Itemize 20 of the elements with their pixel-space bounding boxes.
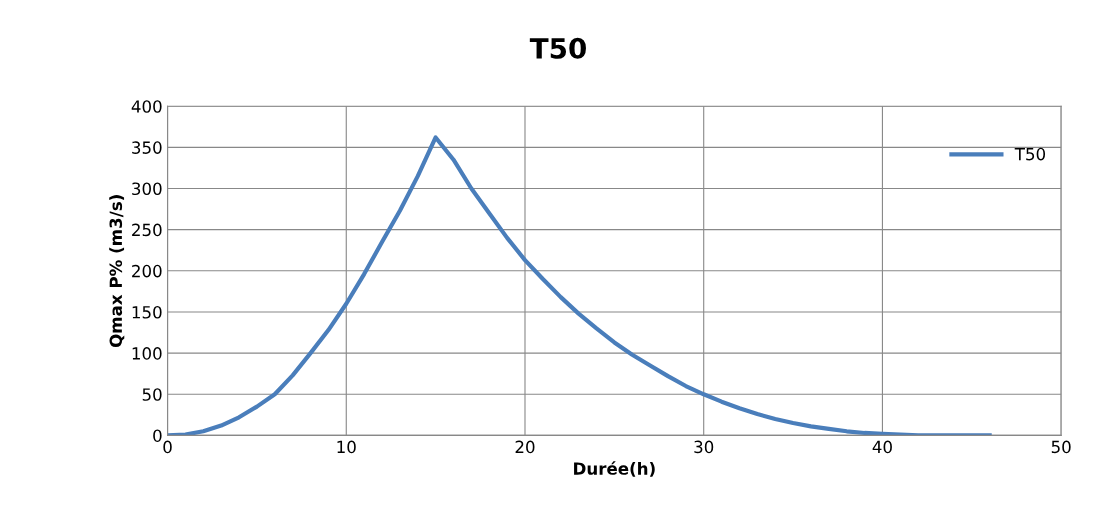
y-tick-label: 300 <box>132 182 162 196</box>
chart-title: T50 <box>529 37 586 59</box>
line-series <box>167 135 992 436</box>
y-tick-label: 350 <box>132 141 162 154</box>
y-tick-label: 0 <box>153 429 162 442</box>
x-tick-label: 50 <box>1051 440 1071 454</box>
y-tick-label: 200 <box>132 264 162 278</box>
x-tick-label: 0 <box>163 440 172 454</box>
y-tick-label: 400 <box>131 100 162 113</box>
x-tick-label: 20 <box>515 440 535 454</box>
y-tick-label: 100 <box>132 347 162 360</box>
x-tick-label: 30 <box>694 440 714 454</box>
y-axis-title: Qmax P% (m3/s) <box>109 195 125 348</box>
y-tick-label: 50 <box>142 388 162 401</box>
y-tick-label: 150 <box>132 305 162 319</box>
legend-label: T50 <box>1014 147 1046 161</box>
x-tick-label: 40 <box>872 440 892 454</box>
x-tick-label: 10 <box>337 440 356 454</box>
y-tick-label: 250 <box>132 223 162 237</box>
x-axis-title: Durée(h) <box>574 461 655 477</box>
